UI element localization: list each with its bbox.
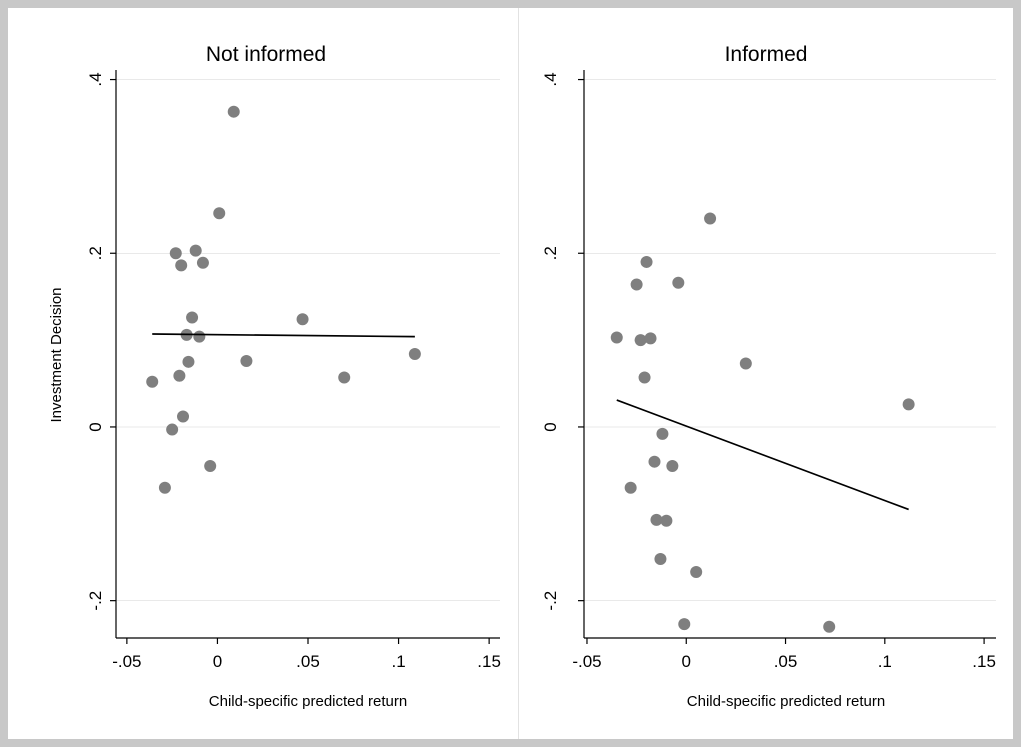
scatter-point <box>175 259 188 272</box>
x-tick-label: .15 <box>477 652 501 671</box>
scatter-point <box>638 371 651 384</box>
scatter-point <box>648 455 661 468</box>
scatter-point <box>166 423 179 436</box>
scatter-point <box>650 513 663 526</box>
scatter-point <box>169 247 182 260</box>
x-tick-label: .15 <box>972 652 996 671</box>
chart-title: Informed <box>725 43 808 66</box>
y-tick-label: -.2 <box>86 591 105 611</box>
panel-not-informed: Not informed Investment Decision Child-s… <box>48 43 501 710</box>
scatter-point <box>624 481 637 494</box>
scatter-point <box>739 357 752 370</box>
y-tick-label: .4 <box>86 72 105 86</box>
scatter-point <box>182 355 195 368</box>
chart-title: Not informed <box>206 43 326 66</box>
scatter-point <box>666 460 679 473</box>
x-tick-label: .1 <box>878 652 892 671</box>
x-axis-title: Child-specific predicted return <box>687 693 885 710</box>
x-axis-title: Child-specific predicted return <box>209 693 407 710</box>
scatter-point <box>672 276 685 289</box>
scatter-point <box>186 311 199 324</box>
scatter-point <box>204 460 217 473</box>
fit-line <box>152 333 415 338</box>
scatter-point <box>146 375 159 388</box>
scatter-point <box>660 514 673 527</box>
scatter-point <box>408 348 421 360</box>
y-tick-label: 0 <box>86 422 105 431</box>
fit-line <box>616 399 909 511</box>
x-tick-label: -.05 <box>112 652 141 671</box>
x-tick-label: .05 <box>774 652 798 671</box>
scatter-point <box>678 618 691 631</box>
y-tick-label: 0 <box>541 422 560 431</box>
x-tick-label: .1 <box>391 652 405 671</box>
scatter-point <box>338 371 351 384</box>
scatter-point <box>634 334 647 347</box>
scatter-point <box>296 313 309 326</box>
y-tick-label: -.2 <box>541 591 560 611</box>
x-tick-label: 0 <box>682 652 691 671</box>
scatter-point <box>173 369 186 382</box>
scatter-point <box>213 207 226 220</box>
scatter-point <box>704 212 717 225</box>
scatter-point <box>610 331 623 344</box>
scatter-point <box>189 244 202 257</box>
x-tick-label: 0 <box>213 652 222 671</box>
plot-area: .4 .2 0 -.2 -.05 0 .05 .1 .15 <box>541 70 996 671</box>
x-tick-label: -.05 <box>572 652 601 671</box>
scatter-point <box>240 354 253 367</box>
y-tick-label: .4 <box>541 72 560 86</box>
scatter-point <box>644 332 657 345</box>
scatter-point <box>630 278 643 291</box>
panel-informed: Informed Child-specific predicted return… <box>541 43 996 710</box>
scatter-point <box>193 330 206 343</box>
scatter-point <box>654 552 667 565</box>
y-tick-label: .2 <box>541 246 560 260</box>
scatter-point <box>690 565 703 578</box>
scatter-point <box>158 481 171 494</box>
y-tick-label: .2 <box>86 246 105 260</box>
scatter-point <box>640 255 653 268</box>
scatter-point <box>177 410 190 423</box>
scatter-point <box>902 398 915 411</box>
plot-area: .4 .2 0 -.2 -.05 0 .05 .1 .15 <box>86 70 501 671</box>
scatter-point <box>196 256 209 269</box>
scatter-point <box>227 105 240 118</box>
scatter-point <box>823 620 836 633</box>
y-axis-title: Investment Decision <box>48 287 65 422</box>
graph-background <box>8 8 1013 739</box>
scatter-point <box>656 427 669 440</box>
x-tick-label: .05 <box>296 652 320 671</box>
